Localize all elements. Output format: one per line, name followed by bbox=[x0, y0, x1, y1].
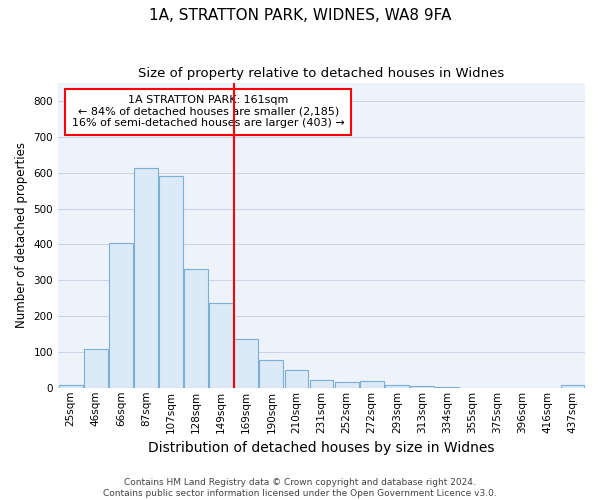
Bar bbox=[560, 385, 584, 388]
Bar bbox=[84, 350, 107, 388]
Bar bbox=[310, 380, 334, 388]
Y-axis label: Number of detached properties: Number of detached properties bbox=[15, 142, 28, 328]
Text: 1A, STRATTON PARK, WIDNES, WA8 9FA: 1A, STRATTON PARK, WIDNES, WA8 9FA bbox=[149, 8, 451, 22]
Bar bbox=[335, 382, 359, 388]
Bar bbox=[235, 340, 258, 388]
Bar bbox=[284, 370, 308, 388]
X-axis label: Distribution of detached houses by size in Widnes: Distribution of detached houses by size … bbox=[148, 441, 495, 455]
Bar bbox=[360, 382, 383, 388]
Bar bbox=[385, 384, 409, 388]
Bar bbox=[184, 268, 208, 388]
Bar bbox=[159, 176, 183, 388]
Bar bbox=[209, 303, 233, 388]
Title: Size of property relative to detached houses in Widnes: Size of property relative to detached ho… bbox=[139, 68, 505, 80]
Bar bbox=[134, 168, 158, 388]
Bar bbox=[59, 385, 83, 388]
Bar bbox=[109, 244, 133, 388]
Bar bbox=[259, 360, 283, 388]
Text: 1A STRATTON PARK: 161sqm
← 84% of detached houses are smaller (2,185)
16% of sem: 1A STRATTON PARK: 161sqm ← 84% of detach… bbox=[72, 95, 344, 128]
Text: Contains HM Land Registry data © Crown copyright and database right 2024.
Contai: Contains HM Land Registry data © Crown c… bbox=[103, 478, 497, 498]
Bar bbox=[435, 386, 459, 388]
Bar bbox=[410, 386, 434, 388]
